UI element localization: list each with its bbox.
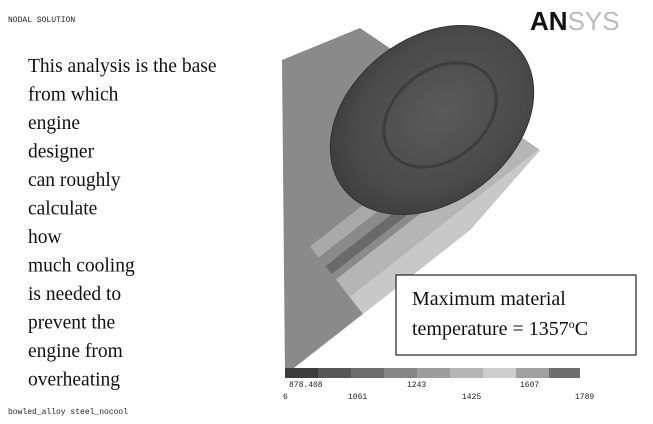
unit: C — [575, 318, 588, 340]
description-line: can roughly — [28, 170, 121, 191]
legend-label: 1243 — [407, 381, 426, 390]
legend-label: 1425 — [462, 393, 481, 402]
legend-label: 1789 — [575, 393, 594, 402]
footer-label: bowled_alloy steel_nocool — [8, 408, 128, 417]
color-swatch — [351, 368, 384, 378]
legend-label: 878.408 — [289, 381, 323, 390]
callout-line: Maximum material — [412, 288, 566, 310]
description-line: prevent the — [28, 313, 115, 334]
legend-label: 1061 — [348, 393, 367, 402]
legend-labels: 878.408 1243 1607 6 1061 1425 1789 — [283, 381, 594, 402]
description-line: overheating — [28, 370, 120, 391]
color-swatch — [318, 368, 351, 378]
description: This analysis is the base from which engin… — [28, 56, 216, 391]
description-line: engine from — [28, 341, 123, 362]
color-swatch — [450, 368, 483, 378]
description-line: engine — [28, 113, 80, 134]
description-line: from which — [28, 85, 119, 106]
description-line: how — [28, 227, 62, 248]
screen: NODAL SOLUTION ANSYS Maximum material te… — [0, 0, 653, 424]
color-swatch — [483, 368, 516, 378]
logo-light: SYS — [568, 6, 620, 36]
description-line: calculate — [28, 199, 97, 220]
callout-line: temperature = 1357oC — [412, 317, 588, 340]
legend-label: 6 — [283, 393, 288, 402]
legend-label: 1607 — [520, 381, 539, 390]
color-swatch — [417, 368, 450, 378]
description-line: is needed to — [28, 284, 121, 305]
color-swatch — [384, 368, 417, 378]
description-line: much cooling — [28, 256, 135, 277]
color-swatch — [549, 368, 580, 378]
description-line: This analysis is the base — [28, 56, 216, 77]
callout-box — [396, 275, 636, 355]
logo-bold: AN — [530, 6, 568, 36]
logo: ANSYS — [530, 6, 620, 36]
color-swatch — [285, 368, 318, 378]
color-bar — [285, 368, 580, 378]
page: NODAL SOLUTION ANSYS Maximum material te… — [0, 0, 653, 424]
header-label: NODAL SOLUTION — [8, 16, 75, 25]
callout-text: temperature = 1357 — [412, 318, 569, 340]
description-line: designer — [28, 142, 95, 163]
color-swatch — [516, 368, 549, 378]
